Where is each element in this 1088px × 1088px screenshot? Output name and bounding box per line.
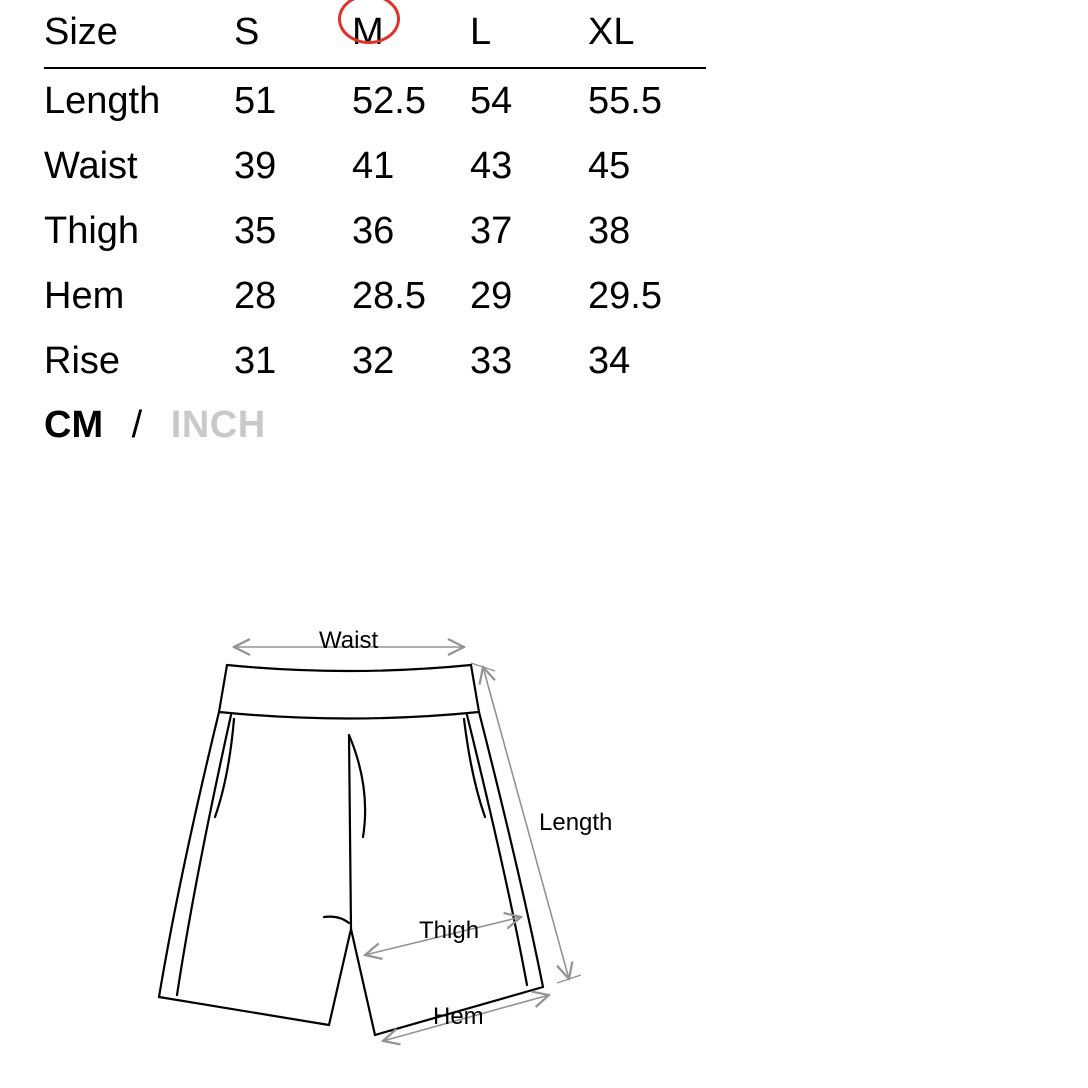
shorts-diagram-svg bbox=[119, 617, 639, 1077]
size-header-m[interactable]: M bbox=[352, 0, 470, 68]
table-row: Hem 28 28.5 29 29.5 bbox=[44, 264, 706, 329]
cell: 28.5 bbox=[352, 264, 470, 329]
shorts-outline-icon bbox=[159, 665, 543, 1035]
diagram-label-thigh: Thigh bbox=[419, 917, 479, 945]
cell: 29 bbox=[470, 264, 588, 329]
cell: 45 bbox=[588, 134, 706, 199]
cell: 35 bbox=[234, 199, 352, 264]
table-row: Length 51 52.5 54 55.5 bbox=[44, 68, 706, 134]
cell: 51 bbox=[234, 68, 352, 134]
table-row: Thigh 35 36 37 38 bbox=[44, 199, 706, 264]
table-header-row: Size S M L XL bbox=[44, 0, 706, 68]
unit-cm-button[interactable]: CM bbox=[44, 404, 103, 446]
cell: 39 bbox=[234, 134, 352, 199]
header-label: Size bbox=[44, 0, 234, 68]
row-label: Hem bbox=[44, 264, 234, 329]
cell: 37 bbox=[470, 199, 588, 264]
diagram-label-waist: Waist bbox=[319, 627, 378, 655]
diagram-label-hem: Hem bbox=[433, 1003, 484, 1031]
unit-toggle: CM / INCH bbox=[44, 404, 1044, 447]
table-row: Waist 39 41 43 45 bbox=[44, 134, 706, 199]
cell: 34 bbox=[588, 329, 706, 394]
cell: 38 bbox=[588, 199, 706, 264]
cell: 43 bbox=[470, 134, 588, 199]
size-header-l[interactable]: L bbox=[470, 0, 588, 68]
cell: 28 bbox=[234, 264, 352, 329]
row-label: Thigh bbox=[44, 199, 234, 264]
size-header-s[interactable]: S bbox=[234, 0, 352, 68]
cell: 55.5 bbox=[588, 68, 706, 134]
cell: 33 bbox=[470, 329, 588, 394]
cell: 31 bbox=[234, 329, 352, 394]
size-header-xl[interactable]: XL bbox=[588, 0, 706, 68]
cell: 32 bbox=[352, 329, 470, 394]
row-label: Waist bbox=[44, 134, 234, 199]
table-row: Rise 31 32 33 34 bbox=[44, 329, 706, 394]
cell: 41 bbox=[352, 134, 470, 199]
unit-separator: / bbox=[132, 404, 143, 446]
measurement-diagram: Waist Length Thigh Hem bbox=[119, 617, 639, 1077]
row-label: Length bbox=[44, 68, 234, 134]
diagram-label-length: Length bbox=[539, 809, 612, 837]
cell: 52.5 bbox=[352, 68, 470, 134]
cell: 29.5 bbox=[588, 264, 706, 329]
row-label: Rise bbox=[44, 329, 234, 394]
unit-inch-button[interactable]: INCH bbox=[171, 404, 266, 446]
size-chart-table: Size S M L XL Length 51 52.5 54 55.5 bbox=[44, 0, 706, 394]
cell: 36 bbox=[352, 199, 470, 264]
cell: 54 bbox=[470, 68, 588, 134]
